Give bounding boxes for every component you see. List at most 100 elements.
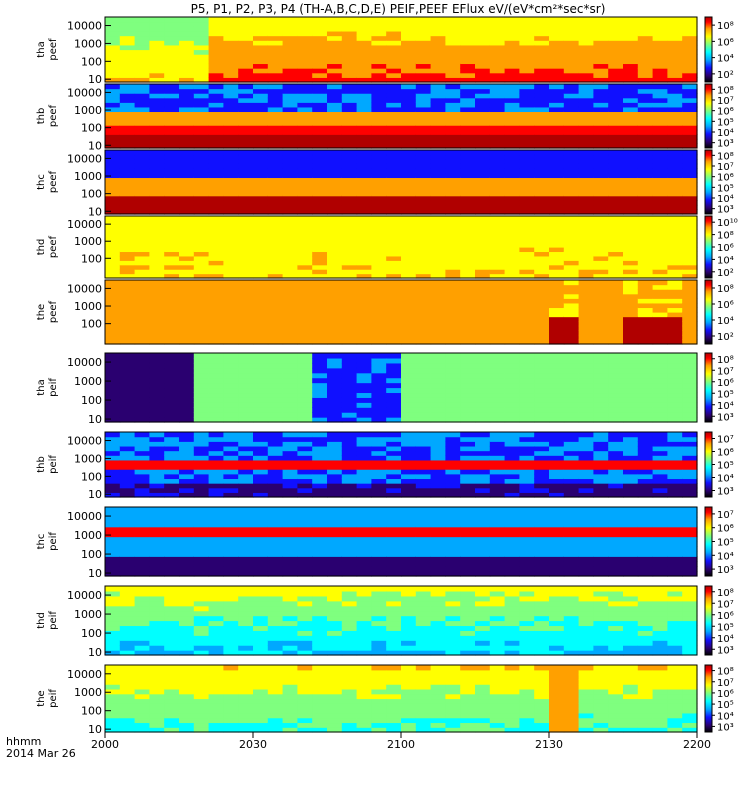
- heatmap-cell: [460, 492, 476, 498]
- heatmap-cell: [652, 209, 668, 215]
- heatmap-cell: [208, 30, 224, 37]
- heatmap-cell: [593, 143, 609, 149]
- heatmap-cell: [519, 273, 535, 279]
- heatmap-cell: [623, 492, 639, 498]
- heatmap-cell: [164, 298, 180, 304]
- heatmap-cell: [193, 650, 210, 656]
- heatmap-cell: [563, 298, 580, 304]
- heatmap-cell: [179, 339, 195, 345]
- heatmap-cell: [119, 17, 136, 23]
- heatmap-cell: [445, 209, 461, 215]
- heatmap-cell: [238, 595, 254, 602]
- heatmap-cell: [371, 590, 387, 597]
- heatmap-cell: [267, 625, 284, 631]
- heatmap-cell: [371, 49, 387, 55]
- heatmap-cell: [460, 516, 476, 523]
- heatmap-cell: [193, 247, 210, 253]
- heatmap-cell: [119, 330, 136, 336]
- heatmap-cell: [415, 586, 432, 592]
- heatmap-cell: [297, 54, 313, 60]
- heatmap-cell: [193, 630, 210, 636]
- heatmap-cell: [327, 182, 343, 188]
- heatmap-cell: [415, 154, 432, 160]
- heatmap-cell: [667, 195, 683, 201]
- heatmap-cell: [149, 478, 165, 484]
- heatmap-cell: [253, 84, 269, 90]
- heatmap-cell: [386, 432, 402, 438]
- heatmap-cell: [460, 238, 476, 244]
- heatmap-cell: [282, 302, 298, 309]
- heatmap-cell: [534, 307, 550, 313]
- heatmap-cell: [208, 610, 224, 617]
- heatmap-cell: [460, 307, 476, 313]
- heatmap-cell: [134, 233, 150, 239]
- heatmap-cell: [504, 216, 520, 222]
- heatmap-cell: [149, 483, 165, 489]
- heatmap-cell: [475, 97, 491, 103]
- heatmap-cell: [208, 77, 224, 83]
- heatmap-cell: [401, 362, 417, 369]
- heatmap-cell: [489, 77, 506, 83]
- heatmap-cell: [475, 298, 491, 304]
- heatmap-cell: [667, 372, 683, 379]
- heatmap-cell: [253, 150, 269, 156]
- heatmap-cell: [593, 49, 609, 55]
- heatmap-cell: [371, 44, 387, 51]
- heatmap-cell: [193, 106, 210, 113]
- heatmap-cell: [179, 49, 195, 55]
- heatmap-cell: [386, 298, 402, 304]
- heatmap-cell: [193, 116, 210, 122]
- heatmap-cell: [149, 372, 165, 379]
- heatmap-cell: [519, 293, 535, 299]
- heatmap-cell: [415, 459, 432, 466]
- heatmap-cell: [489, 273, 506, 279]
- heatmap-cell: [593, 116, 609, 122]
- heatmap-cell: [223, 640, 239, 646]
- heatmap-cell: [223, 507, 239, 513]
- heatmap-cell: [430, 204, 446, 211]
- heatmap-cell: [282, 172, 298, 179]
- heatmap-cell: [519, 561, 535, 567]
- heatmap-cell: [563, 372, 580, 379]
- heatmap-cell: [149, 610, 165, 617]
- heatmap-cell: [193, 143, 210, 149]
- heatmap-cell: [164, 507, 180, 513]
- heatmap-cell: [105, 102, 121, 108]
- heatmap-cell: [179, 229, 195, 235]
- heatmap-cell: [460, 120, 476, 126]
- heatmap-cell: [608, 307, 624, 313]
- heatmap-cell: [164, 54, 180, 60]
- heatmap-cell: [460, 224, 476, 230]
- heatmap-cell: [105, 620, 121, 627]
- heatmap-cell: [341, 586, 358, 592]
- heatmap-cell: [430, 312, 446, 318]
- heatmap-cell: [341, 186, 358, 192]
- heatmap-cell: [238, 436, 254, 442]
- heatmap-cell: [667, 546, 683, 552]
- heatmap-cell: [460, 353, 476, 359]
- heatmap-cell: [623, 516, 639, 523]
- heatmap-cell: [593, 134, 609, 140]
- heatmap-cell: [682, 407, 698, 413]
- heatmap-cell: [637, 392, 654, 398]
- heatmap-cell: [578, 204, 594, 211]
- heatmap-cell: [327, 84, 343, 90]
- heatmap-cell: [652, 138, 668, 145]
- heatmap-cell: [238, 432, 254, 438]
- heatmap-cell: [386, 242, 402, 248]
- heatmap-cell: [534, 526, 550, 533]
- heatmap-cell: [356, 220, 372, 226]
- heatmap-cell: [267, 339, 284, 345]
- heatmap-cell: [563, 84, 580, 90]
- heatmap-cell: [578, 35, 594, 41]
- heatmap-cell: [549, 186, 565, 192]
- heatmap-cell: [105, 200, 121, 206]
- heatmap-cell: [623, 220, 639, 226]
- heatmap-cell: [415, 590, 432, 597]
- heatmap-cell: [253, 293, 269, 299]
- heatmap-cell: [578, 469, 594, 475]
- heatmap-cell: [253, 191, 269, 197]
- heatmap-cell: [549, 209, 565, 215]
